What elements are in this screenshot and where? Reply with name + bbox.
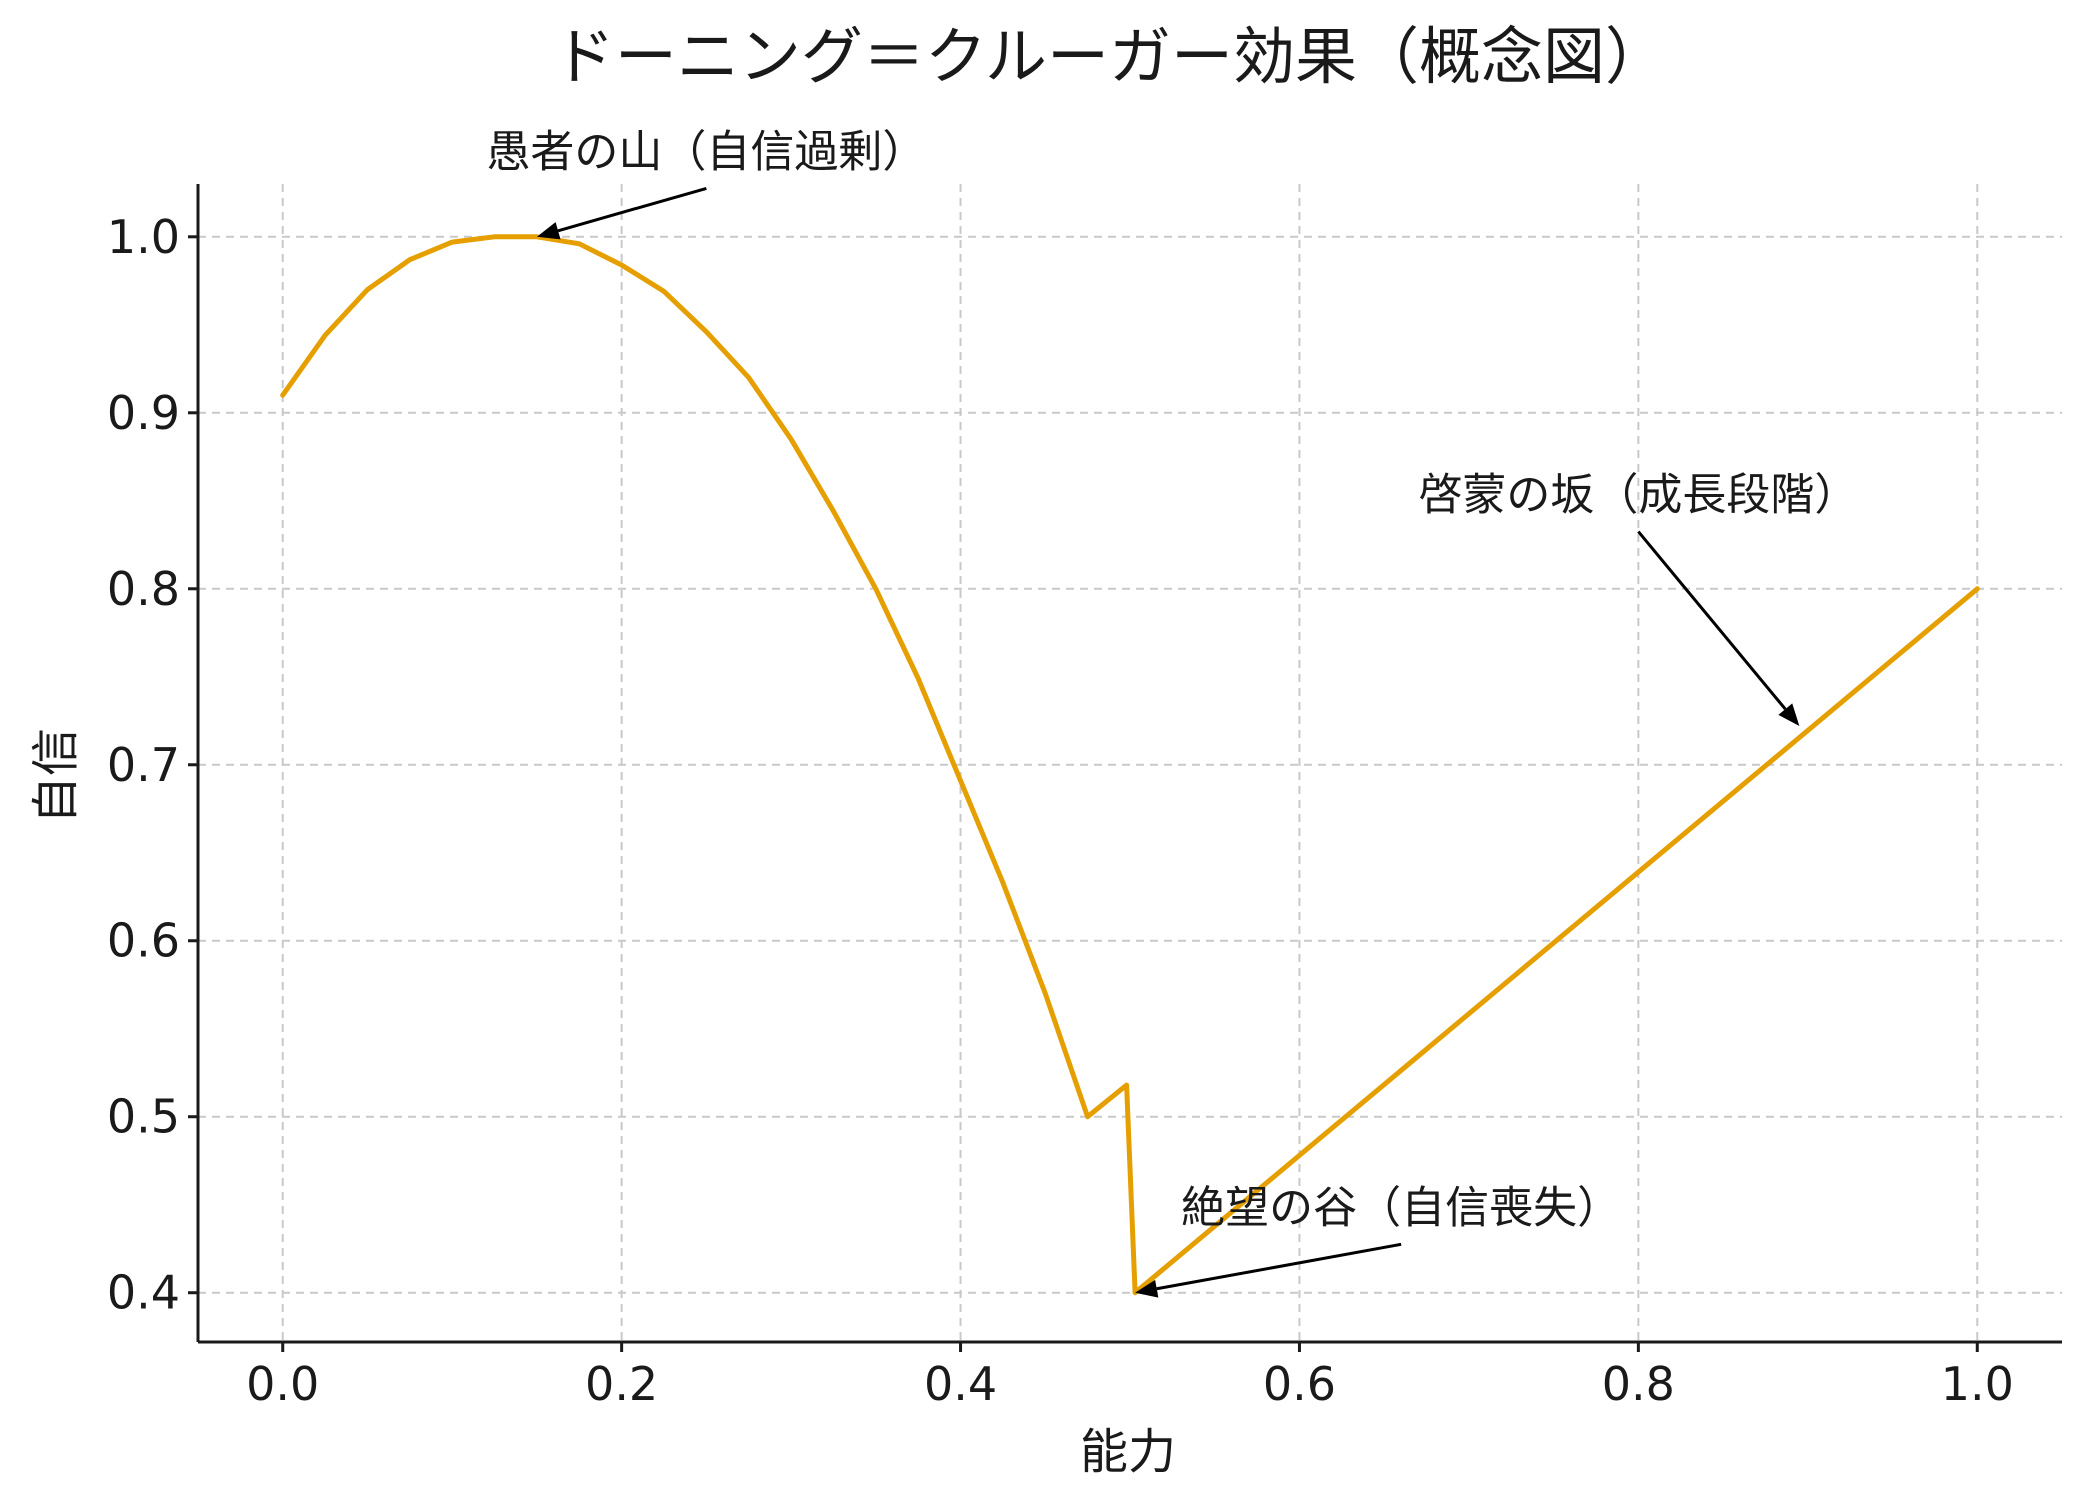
annotation-layer: 愚者の山（自信過剰） 絶望の谷（自信喪失） 啓蒙の坂（成長段階）	[486, 126, 1858, 1298]
y-axis-label: 自信	[28, 728, 84, 824]
annotation-label: 愚者の山（自信過剰）	[486, 126, 926, 177]
annotation-label: 絶望の谷（自信喪失）	[1181, 1182, 1621, 1233]
annotation-arrowhead	[1778, 703, 1800, 727]
y-tick-label: 0.6	[107, 914, 180, 968]
y-tick-label: 0.5	[107, 1090, 180, 1144]
chart-title: ドーニング＝クルーガー効果（概念図）	[553, 20, 1667, 93]
annotation-arrow	[1156, 1242, 1402, 1291]
y-tick-label: 0.4	[107, 1266, 180, 1320]
x-tick-label: 0.6	[1263, 1357, 1336, 1411]
annotation-label: 啓蒙の坂（成長段階）	[1418, 470, 1858, 521]
y-tick-label: 0.9	[107, 386, 180, 440]
y-tick-label: 0.7	[107, 738, 180, 792]
x-tick-label: 0.0	[246, 1357, 319, 1411]
axes-layer	[196, 184, 2062, 1344]
x-tick-label: 0.4	[924, 1357, 997, 1411]
annotation-arrowhead	[536, 222, 561, 240]
y-tick-label: 0.8	[107, 562, 180, 616]
y-tick-label: 1.0	[107, 210, 180, 264]
annotation-arrow	[557, 186, 707, 233]
annotation-arrow	[1637, 530, 1787, 711]
ticks-layer: 0.0 0.2 0.4 0.6 0.8 1.0 0.4 0.5 0.6 0.7 0.8 0.9 1.0	[107, 210, 2014, 1411]
series-line	[280, 234, 1980, 1296]
annotation-arrowhead	[1135, 1279, 1159, 1298]
x-axis-label: 能力	[1080, 1424, 1176, 1480]
x-tick-label: 0.2	[585, 1357, 658, 1411]
x-tick-label: 1.0	[1941, 1357, 2014, 1411]
series-layer	[280, 234, 1980, 1296]
x-tick-label: 0.8	[1602, 1357, 1675, 1411]
